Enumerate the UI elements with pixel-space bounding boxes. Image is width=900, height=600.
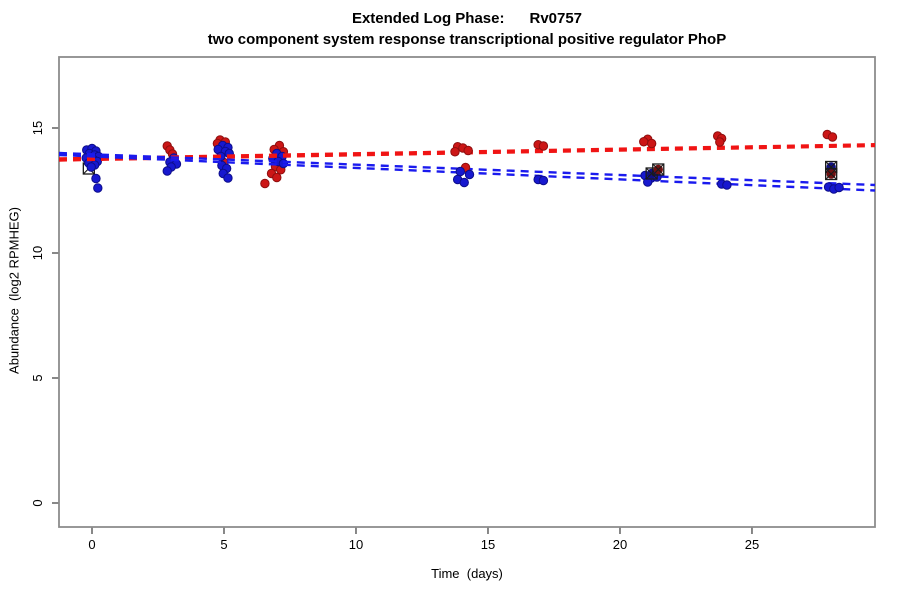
flag-square-x-marker: [652, 163, 665, 176]
data-point-blue: [162, 166, 172, 176]
data-point-red: [538, 141, 549, 151]
x-tick-label: 15: [481, 537, 495, 552]
data-point-blue: [86, 162, 96, 172]
data-point-red: [463, 145, 473, 156]
y-axis-label: Abundance (log2 RPMHEG): [6, 207, 22, 374]
data-point-red: [827, 132, 838, 142]
chart-title: Extended Log Phase: Rv0757: [351, 10, 583, 27]
data-point-blue: [722, 180, 732, 190]
x-tick-label: 5: [220, 537, 227, 552]
plot-frame: [58, 56, 876, 528]
data-point-blue: [834, 182, 844, 193]
data-point-red: [272, 172, 282, 183]
flag-square-x-marker: [825, 167, 838, 181]
data-point-blue: [93, 183, 103, 193]
data-point-red: [715, 137, 725, 147]
x-tick-label: 20: [613, 537, 627, 552]
y-tick-label: 15: [30, 121, 45, 135]
data-point-blue: [459, 177, 469, 188]
data-point-blue: [464, 169, 475, 180]
flag-square-x-marker: [652, 163, 665, 176]
data-point-blue: [91, 173, 101, 184]
y-tick-label: 5: [30, 374, 45, 381]
data-point-blue: [538, 175, 549, 186]
x-tick-label: 25: [745, 537, 759, 552]
chart-subtitle: two component system response transcript…: [207, 31, 727, 48]
data-point-red: [646, 138, 657, 149]
data-point-red: [639, 137, 649, 147]
x-tick-label: 10: [349, 537, 363, 552]
y-tick-label: 10: [30, 246, 45, 260]
flag-square-x-marker: [825, 168, 838, 180]
x-axis-label: Time (days): [431, 566, 503, 581]
data-point-red: [260, 178, 270, 189]
data-point-blue: [455, 166, 465, 177]
data-point-blue: [278, 158, 289, 169]
data-point-blue: [223, 173, 233, 183]
x-tick-label: 0: [88, 537, 95, 552]
y-tick-label: 0: [30, 499, 45, 506]
data-point-red: [450, 147, 460, 157]
